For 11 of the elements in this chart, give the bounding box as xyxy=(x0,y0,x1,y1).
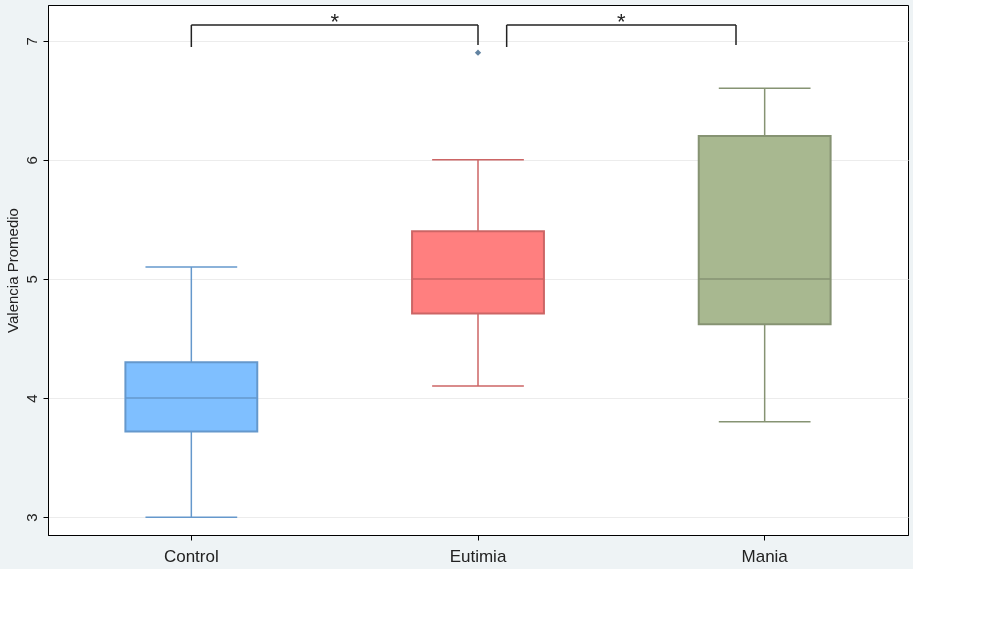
y-tick-label: 6 xyxy=(22,156,40,165)
y-tick-label: 4 xyxy=(22,394,40,403)
y-tick-label: 7 xyxy=(22,37,40,46)
annotation: * xyxy=(330,9,340,34)
x-tick-label: Control xyxy=(163,546,219,566)
x-tick-label: Eutimia xyxy=(449,546,507,566)
x-tick-label: Mania xyxy=(741,546,789,566)
annotation: * xyxy=(617,9,627,34)
y-tick-label: 3 xyxy=(22,513,40,522)
y-axis-title: Valencia Promedio xyxy=(3,208,21,333)
y-tick-label: 5 xyxy=(22,275,40,284)
